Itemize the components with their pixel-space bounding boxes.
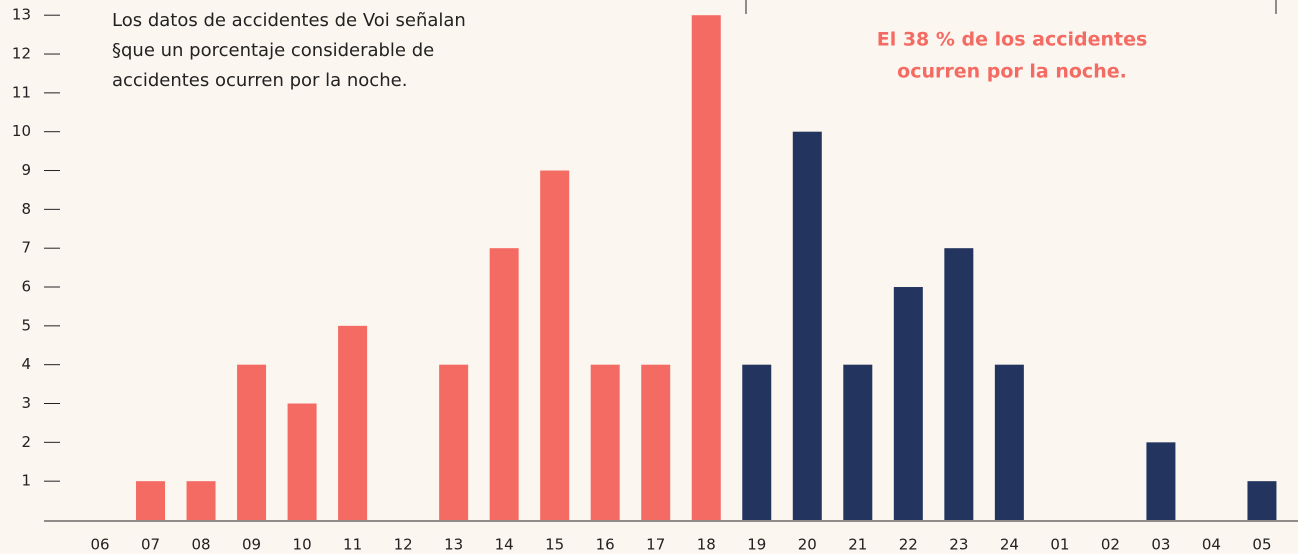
x-tick-label: 09 [242, 536, 261, 554]
bar [1247, 481, 1277, 520]
y-tick-label: 4 [21, 355, 31, 373]
bar [540, 170, 570, 520]
x-tick-label: 20 [798, 536, 817, 554]
x-tick-label: 18 [697, 536, 716, 554]
y-tick-label: 9 [21, 161, 31, 179]
y-tick-label: 3 [21, 394, 31, 412]
annotation: ocurren por la noche. [897, 61, 1127, 83]
x-tick-label: 14 [495, 536, 514, 554]
bar [590, 364, 620, 520]
y-tick-label: 2 [21, 433, 31, 451]
x-tick-label: 04 [1202, 536, 1221, 554]
bar [439, 364, 469, 520]
bar [742, 364, 772, 520]
x-tick-label: 07 [141, 536, 160, 554]
x-tick-label: 12 [394, 536, 413, 554]
x-tick-label: 01 [1050, 536, 1069, 554]
y-tick-label: 5 [21, 316, 31, 334]
bar [237, 364, 267, 520]
subtitle: §que un porcentaje considerable de [112, 40, 434, 61]
x-tick-label: 02 [1101, 536, 1120, 554]
bar [186, 481, 216, 520]
x-tick-label: 22 [899, 536, 918, 554]
bar [691, 15, 721, 520]
x-tick-label: 19 [747, 536, 766, 554]
subtitle: Los datos de accidentes de Voi señalan [112, 10, 466, 31]
y-tick-label: 1 [21, 472, 31, 490]
subtitle: accidentes ocurren por la noche. [112, 70, 407, 91]
x-tick-label: 05 [1252, 536, 1271, 554]
x-tick-label: 06 [90, 536, 109, 554]
y-tick-label: 6 [21, 278, 31, 296]
x-tick-label: 11 [343, 536, 362, 554]
bar [792, 131, 822, 520]
y-tick-label: 13 [12, 6, 31, 24]
annotation: El 38 % de los accidentes [877, 29, 1148, 51]
bar [641, 364, 671, 520]
x-tick-label: 21 [848, 536, 867, 554]
bar [136, 481, 166, 520]
bar [1146, 442, 1176, 520]
x-tick-label: 03 [1151, 536, 1170, 554]
bar [338, 325, 368, 520]
y-tick-label: 7 [21, 239, 31, 257]
bar [994, 364, 1024, 520]
y-tick-label: 8 [21, 200, 31, 218]
x-tick-label: 15 [545, 536, 564, 554]
x-tick-label: 24 [1000, 536, 1019, 554]
y-tick-label: 10 [12, 122, 31, 140]
bar [843, 364, 873, 520]
x-tick-label: 10 [293, 536, 312, 554]
x-tick-label: 16 [596, 536, 615, 554]
bar [287, 403, 317, 520]
x-tick-label: 13 [444, 536, 463, 554]
y-tick-label: 12 [12, 45, 31, 63]
bar [893, 287, 923, 520]
bar [944, 248, 974, 520]
bar [489, 248, 519, 520]
x-tick-label: 23 [949, 536, 968, 554]
y-tick-label: 11 [12, 83, 31, 101]
x-tick-label: 17 [646, 536, 665, 554]
x-tick-label: 08 [191, 536, 210, 554]
